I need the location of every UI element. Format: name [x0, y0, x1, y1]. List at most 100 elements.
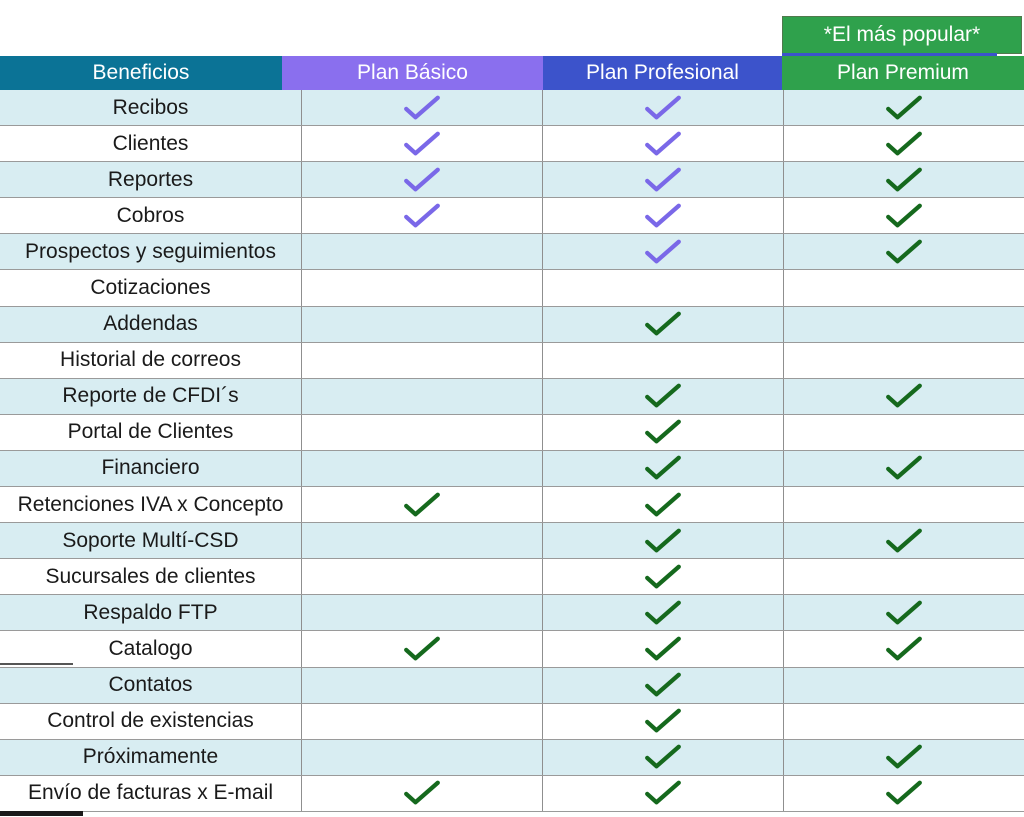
plan-premium-cell: [784, 415, 1024, 450]
benefit-cell: Cotizaciones: [0, 270, 302, 306]
check-icon: [645, 383, 681, 408]
check-icon: [886, 456, 922, 480]
check-icon: [645, 95, 681, 119]
benefit-cell: Control de existencias: [0, 703, 302, 739]
plan-profesional-cell: [543, 126, 784, 162]
table-row: Prospectos y seguimientos: [0, 234, 1024, 271]
table-body: Recibos Clientes Reportes Cobros: [0, 90, 1024, 812]
benefit-label: Cotizaciones: [90, 276, 211, 300]
plan-basico-cell: [302, 90, 543, 126]
column-header-beneficios: Beneficios: [0, 56, 282, 90]
benefit-label: Respaldo FTP: [83, 600, 218, 624]
benefit-cell: Catalogo: [0, 631, 302, 667]
table-row: Retenciones IVA x Concepto: [0, 487, 1024, 524]
check-icon: [645, 492, 681, 516]
plan-premium-cell: [784, 90, 1024, 125]
table-row: Próximamente: [0, 739, 1024, 776]
benefit-label: Próximamente: [82, 745, 219, 769]
plan-premium-cell: [784, 559, 1024, 594]
plan-basico-cell: [302, 198, 543, 234]
plan-profesional-cell: [543, 487, 784, 523]
check-icon: [886, 167, 922, 192]
plan-premium-cell: [784, 740, 1024, 775]
column-header-label: Plan Básico: [357, 61, 468, 84]
plan-premium-cell: [784, 270, 1024, 305]
banner-underline: [782, 53, 997, 57]
benefit-label: Recibos: [112, 95, 189, 119]
check-icon: [645, 456, 681, 480]
plan-basico-cell: [302, 450, 543, 487]
check-icon: [886, 131, 922, 156]
check-icon: [645, 744, 681, 769]
benefit-label: Prospectos y seguimientos: [25, 239, 276, 263]
plan-basico-cell: [302, 378, 543, 414]
benefit-cell: Próximamente: [0, 739, 302, 775]
column-header-plan-basico: Plan Básico: [282, 56, 543, 90]
check-icon: [404, 636, 440, 661]
plan-profesional-cell: [543, 775, 784, 811]
plan-profesional-cell: [543, 378, 784, 414]
table-row: Contatos: [0, 667, 1024, 704]
check-icon: [645, 311, 681, 336]
check-icon: [886, 203, 922, 228]
plan-basico-cell: [302, 487, 543, 523]
plan-basico-cell: [302, 342, 543, 378]
plan-basico-cell: [302, 703, 543, 739]
check-icon: [645, 780, 681, 805]
table-row: Sucursales de clientes: [0, 559, 1024, 596]
plan-premium-cell: [784, 523, 1024, 558]
plan-profesional-cell: [543, 559, 784, 595]
check-icon: [645, 131, 681, 156]
plan-profesional-cell: [543, 739, 784, 775]
check-icon: [645, 167, 681, 192]
benefit-cell: Reporte de CFDI´s: [0, 378, 302, 414]
plan-profesional-cell: [543, 270, 784, 306]
plan-basico-cell: [302, 775, 543, 811]
table-row: Addendas: [0, 306, 1024, 343]
plan-profesional-cell: [543, 667, 784, 703]
benefit-cell: Respaldo FTP: [0, 595, 302, 631]
plan-premium-cell: [784, 487, 1024, 522]
benefit-label: Portal de Clientes: [67, 420, 234, 444]
plan-basico-cell: [302, 270, 543, 306]
benefit-cell: Contatos: [0, 667, 302, 703]
plan-premium-cell: [784, 307, 1024, 342]
plan-profesional-cell: [543, 595, 784, 631]
check-icon: [645, 600, 681, 625]
plan-premium-cell: [784, 668, 1024, 703]
plan-profesional-cell: [543, 306, 784, 342]
check-icon: [645, 420, 681, 444]
check-icon: [886, 95, 922, 119]
benefit-cell: Soporte Multí-CSD: [0, 523, 302, 559]
table-row: Cotizaciones: [0, 270, 1024, 307]
check-icon: [886, 744, 922, 769]
benefit-label: Historial de correos: [60, 348, 241, 372]
most-popular-banner: *El más popular*: [782, 16, 1022, 54]
table-row: Portal de Clientes: [0, 414, 1024, 451]
plan-premium-cell: [784, 704, 1024, 739]
benefit-cell: Portal de Clientes: [0, 414, 302, 450]
column-header-label: Beneficios: [92, 61, 190, 84]
check-icon: [645, 528, 681, 553]
plan-premium-cell: [784, 126, 1024, 161]
table-row: Soporte Multí-CSD: [0, 523, 1024, 560]
check-icon: [404, 95, 440, 119]
benefit-label: Reportes: [107, 167, 194, 191]
check-icon: [404, 780, 440, 805]
column-header-label: Plan Profesional: [586, 61, 739, 84]
plan-profesional-cell: [543, 631, 784, 667]
check-icon: [886, 383, 922, 408]
benefit-label: Catalogo: [108, 636, 193, 660]
check-icon: [404, 203, 440, 228]
catalogo-underline-mark: [0, 663, 73, 665]
table-row: Catalogo: [0, 631, 1024, 668]
benefit-cell: Clientes: [0, 126, 302, 162]
plan-basico-cell: [302, 559, 543, 595]
benefit-cell: Financiero: [0, 450, 302, 487]
table-row: Reporte de CFDI´s: [0, 378, 1024, 415]
plan-premium-cell: [784, 162, 1024, 197]
check-icon: [645, 239, 681, 264]
check-icon: [404, 131, 440, 156]
check-icon: [645, 636, 681, 661]
